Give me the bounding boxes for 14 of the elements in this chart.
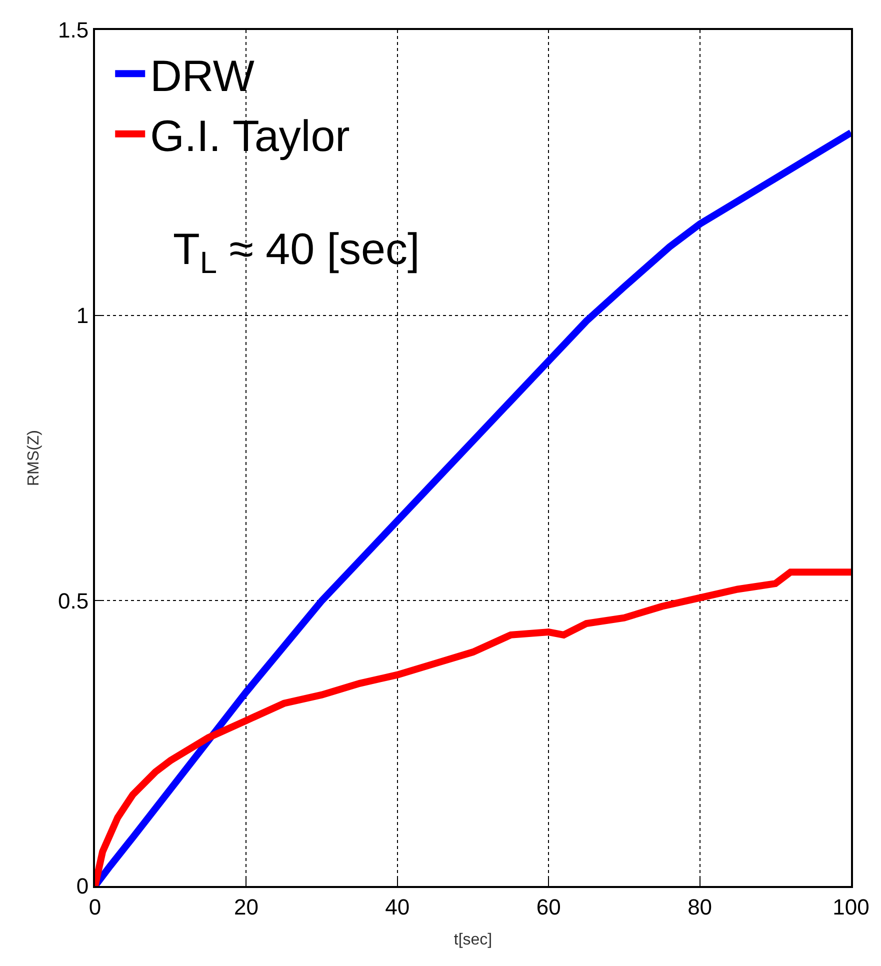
legend-label: DRW bbox=[150, 52, 255, 101]
annotation: T$_{L}$ ≈ 40 [sec] bbox=[173, 225, 420, 280]
x-tick-label: 60 bbox=[536, 894, 561, 920]
y-axis-title: RMS(Z) bbox=[25, 430, 42, 486]
legend-label: G.I. Taylor bbox=[150, 112, 350, 162]
x-tick-label: 100 bbox=[832, 894, 870, 920]
x-tick-label: 80 bbox=[688, 894, 712, 920]
y-tick-label: 0 bbox=[76, 874, 89, 899]
x-tick-label: 20 bbox=[234, 894, 258, 920]
x-axis-title: t[sec] bbox=[454, 932, 492, 949]
x-tick-label: 40 bbox=[385, 894, 410, 920]
y-tick-label: 1.5 bbox=[58, 18, 89, 43]
y-tick-label: 0.5 bbox=[58, 588, 89, 614]
y-tick-label: 1 bbox=[76, 303, 89, 328]
